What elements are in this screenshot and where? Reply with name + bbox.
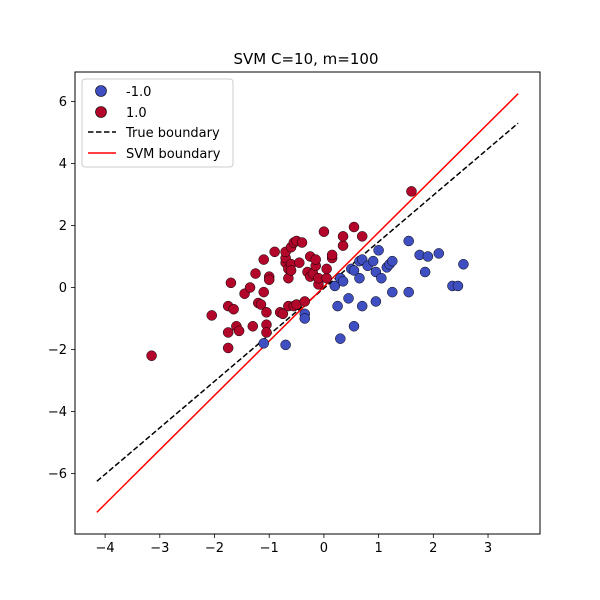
legend-box: [81, 78, 234, 168]
point-class-neg: [329, 280, 341, 292]
point-class-neg: [387, 255, 398, 267]
point-class-pos: [321, 263, 332, 275]
legend-label-svm: SVM boundary: [126, 147, 221, 162]
y-axis: −6 −4 −2 0 2 4 6: [48, 95, 75, 482]
y-tick-label: 2: [59, 219, 67, 234]
x-tick-label: −1: [260, 541, 279, 556]
point-class-pos: [258, 286, 269, 298]
chart-title: SVM C=10, m=100: [234, 50, 379, 68]
point-class-pos: [285, 265, 297, 276]
point-class-pos: [263, 274, 275, 285]
legend-label-pos: 1.0: [126, 106, 147, 121]
x-tick-label: −4: [96, 541, 115, 556]
legend-marker-neg: [95, 85, 107, 97]
point-class-pos: [222, 342, 234, 354]
y-tick-label: −6: [48, 467, 67, 482]
y-tick-label: 4: [59, 157, 67, 172]
point-class-neg: [337, 276, 349, 287]
point-class-pos: [258, 254, 269, 265]
point-class-pos: [250, 268, 261, 279]
point-class-pos: [318, 226, 330, 237]
x-tick-label: 1: [374, 541, 382, 556]
point-class-neg: [356, 300, 368, 312]
point-class-neg: [370, 296, 382, 307]
point-class-pos: [146, 350, 157, 361]
point-class-pos: [310, 254, 321, 265]
axes-frame: [74, 71, 541, 535]
point-class-neg: [403, 235, 414, 247]
plot-area: [74, 71, 541, 535]
x-axis: −4 −3 −2 −1 0 1 2 3: [96, 534, 492, 556]
point-class-neg: [387, 286, 398, 298]
point-class-pos: [356, 231, 368, 242]
y-tick-label: 0: [59, 281, 67, 296]
point-class-neg: [348, 321, 360, 332]
point-class-neg: [258, 338, 269, 349]
point-class-pos: [261, 327, 272, 338]
legend-label-neg: -1.0: [126, 85, 151, 100]
y-tick-label: −2: [48, 343, 67, 358]
point-class-pos: [225, 277, 237, 289]
point-class-neg: [419, 266, 431, 278]
point-class-neg: [299, 313, 311, 324]
point-class-neg: [367, 255, 379, 267]
point-class-neg: [458, 258, 469, 270]
point-class-neg: [373, 245, 384, 256]
point-class-pos: [321, 272, 332, 284]
point-class-neg: [422, 251, 434, 262]
point-class-neg: [403, 286, 414, 298]
point-class-pos: [299, 296, 311, 307]
legend-marker-pos: [95, 106, 107, 118]
point-class-pos: [247, 321, 259, 332]
x-tick-label: 0: [320, 541, 328, 556]
point-class-neg: [354, 272, 365, 284]
point-class-pos: [294, 257, 305, 268]
point-class-neg: [332, 300, 343, 312]
point-class-neg: [280, 339, 291, 351]
point-class-pos: [255, 299, 267, 310]
y-tick-label: −4: [48, 405, 67, 420]
point-class-pos: [222, 327, 234, 338]
point-class-pos: [337, 231, 349, 242]
point-class-pos: [206, 310, 218, 321]
legend: -1.0 1.0 True boundary SVM boundary: [81, 78, 234, 168]
point-class-neg: [348, 265, 360, 276]
point-class-neg: [452, 280, 464, 292]
point-class-pos: [337, 240, 349, 251]
point-class-pos: [261, 307, 272, 318]
legend-label-true: True boundary: [125, 126, 220, 141]
point-class-pos: [277, 308, 289, 320]
x-tick-label: −2: [205, 541, 224, 556]
point-class-neg: [343, 293, 354, 304]
point-class-pos: [244, 282, 256, 293]
point-class-neg: [335, 333, 346, 344]
x-tick-label: 2: [429, 541, 437, 556]
point-class-pos: [269, 246, 280, 258]
point-class-neg: [376, 272, 387, 284]
point-class-pos: [228, 303, 239, 315]
scatter-points: [146, 186, 469, 361]
point-class-pos: [326, 249, 338, 261]
point-class-neg: [433, 248, 445, 259]
point-class-pos: [406, 186, 417, 197]
y-tick-label: 6: [59, 95, 67, 110]
point-class-pos: [348, 221, 360, 233]
point-class-pos: [296, 237, 308, 248]
x-tick-label: 3: [484, 541, 492, 556]
point-class-pos: [233, 325, 245, 337]
x-tick-label: −3: [150, 541, 169, 556]
